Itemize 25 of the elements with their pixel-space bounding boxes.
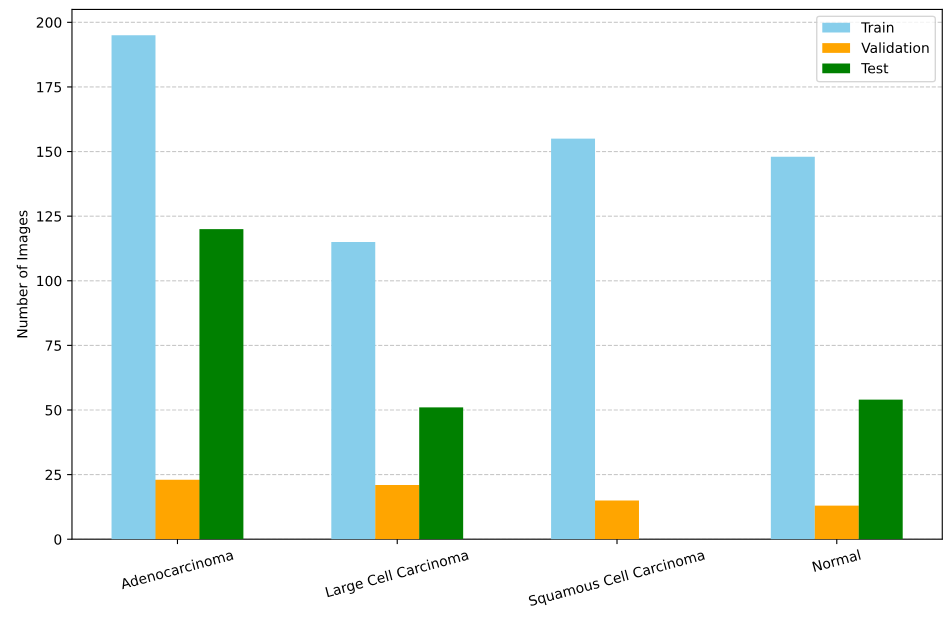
- y-tick-label: 75: [46, 340, 62, 351]
- bar: [112, 35, 156, 540]
- bar: [331, 242, 376, 540]
- y-tick-label: 175: [37, 82, 62, 92]
- y-tick-label: 100: [37, 276, 62, 286]
- legend-label: Validation: [861, 42, 929, 54]
- bar: [551, 138, 596, 540]
- bar: [155, 480, 200, 540]
- y-tick-label: 50: [46, 404, 62, 416]
- y-tick-label: 125: [37, 211, 62, 222]
- bar: [375, 484, 420, 540]
- bar: [770, 156, 815, 540]
- y-tick-label: 0: [54, 534, 62, 545]
- y-tick-label: 25: [46, 470, 62, 480]
- bar: [595, 500, 639, 540]
- y-tick-label: 200: [36, 17, 62, 28]
- bar: [858, 400, 903, 540]
- bar: [814, 506, 859, 540]
- legend-label: Train: [861, 22, 894, 33]
- y-tick-label: 150: [37, 146, 62, 158]
- y-axis-title: Number of Images: [16, 210, 30, 338]
- bar: [199, 229, 244, 540]
- x-tick-label: Normal: [812, 549, 861, 572]
- bar: [419, 407, 464, 540]
- legend-label: Test: [861, 63, 888, 74]
